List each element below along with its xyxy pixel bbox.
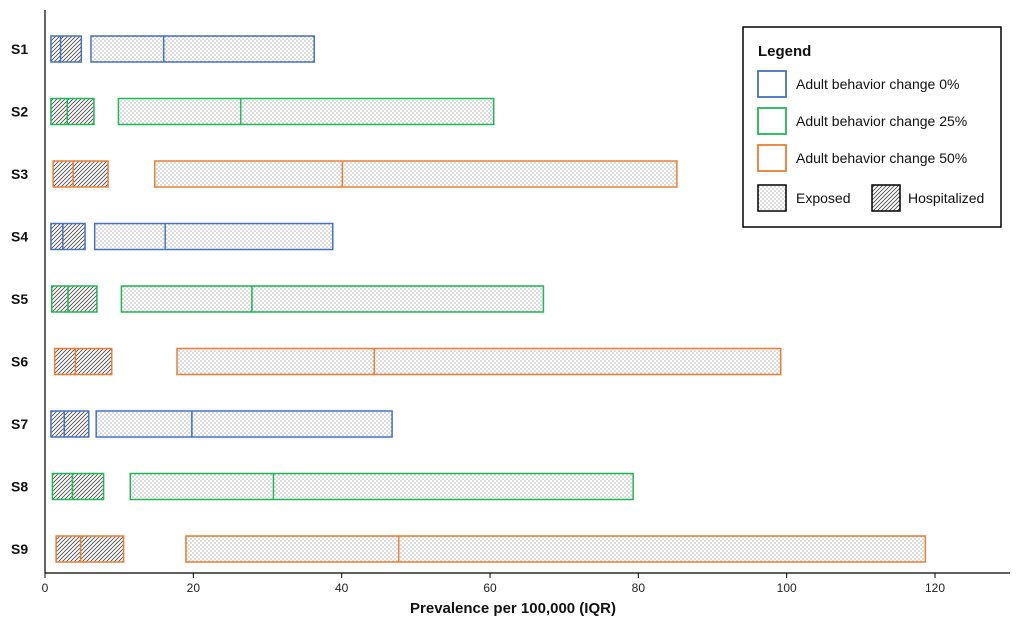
y-category-label: S8 bbox=[11, 479, 28, 495]
legend-label-bc50: Adult behavior change 50% bbox=[796, 150, 967, 166]
row-s7: S7 bbox=[11, 410, 393, 438]
legend-swatch-bc50 bbox=[757, 144, 787, 172]
legend-label-bc25: Adult behavior change 25% bbox=[796, 113, 967, 129]
row-s3: S3 bbox=[11, 160, 678, 188]
exposed-iqr-bar bbox=[120, 285, 545, 313]
y-category-label: S7 bbox=[11, 416, 28, 432]
row-s1: S1 bbox=[11, 35, 315, 63]
hospitalized-iqr-bar bbox=[50, 285, 98, 313]
exposed-iqr-bar bbox=[117, 97, 495, 126]
row-s5: S5 bbox=[11, 285, 545, 313]
y-category-label: S2 bbox=[11, 104, 28, 120]
x-tick-label: 80 bbox=[632, 581, 646, 595]
hospitalized-iqr-bar bbox=[55, 535, 125, 563]
hospitalized-iqr-bar bbox=[50, 35, 83, 63]
exposed-iqr-bar bbox=[154, 160, 678, 188]
x-tick-label: 60 bbox=[483, 581, 497, 595]
bars: S1 S2 S3 S4 S5 S6 S7 S8 S9 bbox=[11, 35, 927, 563]
x-axis-title: Prevalence per 100,000 (IQR) bbox=[410, 600, 616, 617]
exposed-iqr-bar bbox=[176, 347, 782, 376]
exposed-iqr-bar bbox=[93, 222, 334, 251]
x-tick-label: 100 bbox=[777, 581, 797, 595]
y-category-label: S6 bbox=[11, 354, 28, 370]
y-category-label: S1 bbox=[11, 41, 28, 57]
hospitalized-iqr-bar bbox=[53, 347, 113, 376]
hospitalized-iqr-bar bbox=[50, 222, 86, 251]
row-s2: S2 bbox=[11, 97, 495, 126]
y-category-label: S3 bbox=[11, 166, 28, 182]
x-tick-label: 40 bbox=[335, 581, 349, 595]
legend-swatch-hospitalized bbox=[871, 184, 901, 212]
exposed-iqr-bar bbox=[185, 535, 927, 563]
legend-title: Legend bbox=[758, 43, 811, 60]
x-tick-label: 20 bbox=[187, 581, 201, 595]
row-s9: S9 bbox=[11, 535, 927, 563]
legend-label-bc0: Adult behavior change 0% bbox=[796, 76, 959, 92]
hospitalized-iqr-bar bbox=[50, 97, 95, 126]
axes: 0 20 40 60 80 100 120 bbox=[42, 10, 1010, 595]
x-tick-label: 0 bbox=[42, 581, 49, 595]
legend-swatch-bc0 bbox=[757, 70, 787, 98]
legend-label-exposed: Exposed bbox=[796, 190, 850, 206]
y-category-label: S4 bbox=[11, 229, 28, 245]
row-s8: S8 bbox=[11, 472, 634, 501]
hospitalized-iqr-bar bbox=[50, 410, 90, 438]
x-tick-label: 120 bbox=[925, 581, 945, 595]
exposed-iqr-bar bbox=[90, 35, 315, 63]
exposed-iqr-bar bbox=[95, 410, 393, 438]
legend: Legend Adult behavior change 0% Adult beha… bbox=[742, 26, 1002, 228]
legend-swatch-bc25 bbox=[757, 107, 787, 135]
row-s6: S6 bbox=[11, 347, 782, 376]
y-category-label: S5 bbox=[11, 291, 28, 307]
legend-label-hospitalized: Hospitalized bbox=[908, 190, 984, 206]
row-s4: S4 bbox=[11, 222, 334, 251]
hospitalized-iqr-bar bbox=[52, 160, 109, 188]
hospitalized-iqr-bar bbox=[51, 472, 105, 501]
legend-swatch-exposed bbox=[757, 184, 787, 212]
y-category-label: S9 bbox=[11, 541, 28, 557]
exposed-iqr-bar bbox=[129, 472, 634, 501]
